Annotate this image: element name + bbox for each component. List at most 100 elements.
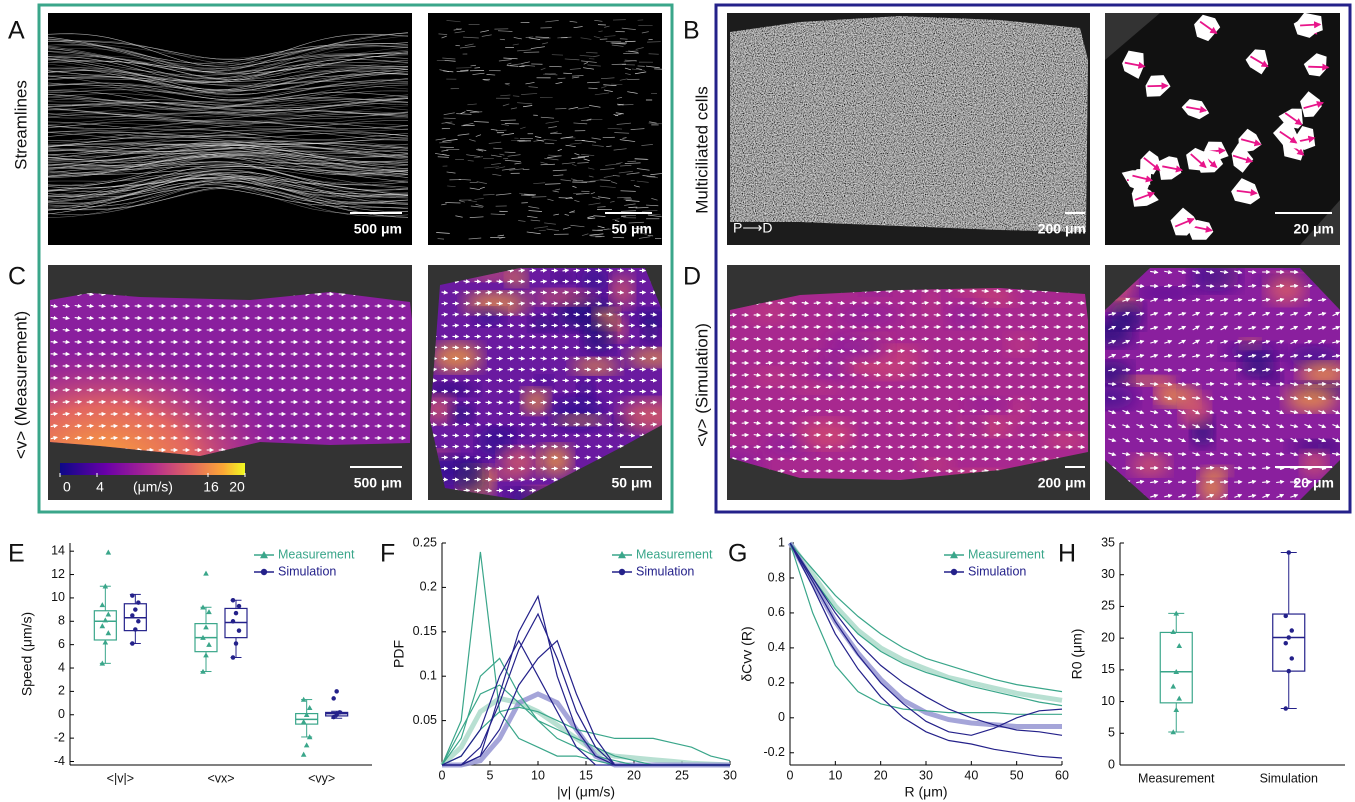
frame-measurement [37, 3, 674, 514]
flow-arrow [730, 444, 738, 450]
streak [544, 139, 557, 141]
streak [470, 64, 476, 67]
flow-arrow [507, 477, 515, 482]
x-tick-label: 10 [531, 768, 545, 782]
legend-label: Simulation [636, 564, 694, 578]
streamline [47, 96, 409, 111]
flow-arrow [921, 336, 930, 342]
flow-arrow [1248, 311, 1257, 317]
streak [646, 204, 659, 207]
flow-arrow [957, 348, 966, 354]
flow-arrow [1122, 297, 1131, 302]
streak [573, 122, 588, 125]
y-tick-label: 10 [51, 590, 65, 604]
streak [557, 148, 562, 152]
streak [615, 112, 624, 115]
streak [437, 238, 445, 240]
streak [468, 199, 477, 203]
flow-arrow [518, 400, 526, 405]
flow-arrow [1136, 367, 1145, 373]
curve [441, 551, 730, 766]
y-tick-label: 12 [51, 567, 65, 581]
flow-arrow [540, 301, 548, 306]
streak [615, 162, 623, 165]
streak [591, 144, 604, 147]
streak [512, 43, 519, 46]
streak [562, 227, 571, 230]
streak [524, 193, 536, 196]
streak [590, 235, 605, 237]
streak [521, 93, 538, 95]
flow-arrow [606, 411, 614, 416]
panel-letter: D [683, 263, 701, 291]
streamline [47, 98, 409, 109]
flow-arrow [1248, 381, 1257, 387]
tissue-b [730, 16, 1088, 232]
flow-arrow [897, 288, 906, 294]
y-axis-label: δCvv (R) [739, 626, 755, 681]
flow-arrow [584, 422, 592, 427]
streamline [47, 152, 409, 169]
flow-arrow [1318, 311, 1327, 317]
streak [540, 163, 555, 166]
flow-arrow [529, 488, 537, 493]
flow-arrow [441, 422, 449, 427]
flow-arrow [507, 455, 515, 460]
flow-arrow [650, 411, 658, 416]
flow-arrow [639, 301, 647, 306]
flow-arrow [529, 323, 537, 328]
flow-arrow [606, 367, 614, 372]
streamline [47, 171, 409, 199]
y-tick-label: -0.2 [763, 745, 785, 759]
flow-arrow [540, 378, 548, 383]
cell-arrow [1236, 188, 1258, 197]
streak [534, 136, 542, 139]
streak [600, 86, 607, 89]
streamline [47, 78, 409, 91]
streamline [47, 113, 409, 124]
field-blob [1286, 345, 1340, 369]
marker [136, 619, 141, 624]
streak [587, 217, 596, 220]
flow-arrow [496, 422, 504, 427]
flow-arrow [789, 456, 798, 462]
streamline [47, 174, 409, 203]
flow-arrow [1290, 339, 1299, 345]
flow-arrow [1150, 269, 1159, 275]
flow-arrow [730, 432, 738, 438]
row-label: <v> (Measurement) [11, 311, 30, 459]
cell [1303, 53, 1327, 77]
streak [614, 132, 630, 134]
streak [454, 31, 465, 34]
streak [592, 196, 601, 200]
flow-arrow [1220, 269, 1229, 275]
scale-label: 50 μm [612, 475, 652, 491]
streak [550, 131, 558, 135]
streamline [47, 63, 409, 78]
streak [443, 112, 455, 116]
streak [509, 168, 524, 171]
flow-arrow [573, 466, 581, 471]
streak [571, 76, 580, 79]
y-tick-label: 0.2 [420, 580, 437, 594]
streak [544, 222, 556, 225]
field-blob [553, 414, 607, 426]
streamline [47, 168, 409, 197]
scale-label: 20 μm [1294, 221, 1334, 237]
flow-arrow [529, 290, 537, 295]
flow-arrow [1164, 353, 1173, 359]
cell-arrow [1232, 154, 1254, 164]
flow-arrow [485, 422, 493, 427]
streak [492, 173, 502, 176]
cell-arrow [1240, 138, 1262, 147]
streamline [47, 49, 409, 69]
cell-arrow [1308, 63, 1330, 71]
flow-arrow [909, 444, 918, 450]
flow-arrow [485, 466, 493, 471]
streamline [47, 104, 409, 118]
flow-arrow [1262, 353, 1271, 359]
streamline [47, 51, 409, 80]
flow-arrow [1164, 283, 1173, 289]
flow-arrow [741, 372, 750, 378]
flow-arrow [529, 268, 537, 273]
